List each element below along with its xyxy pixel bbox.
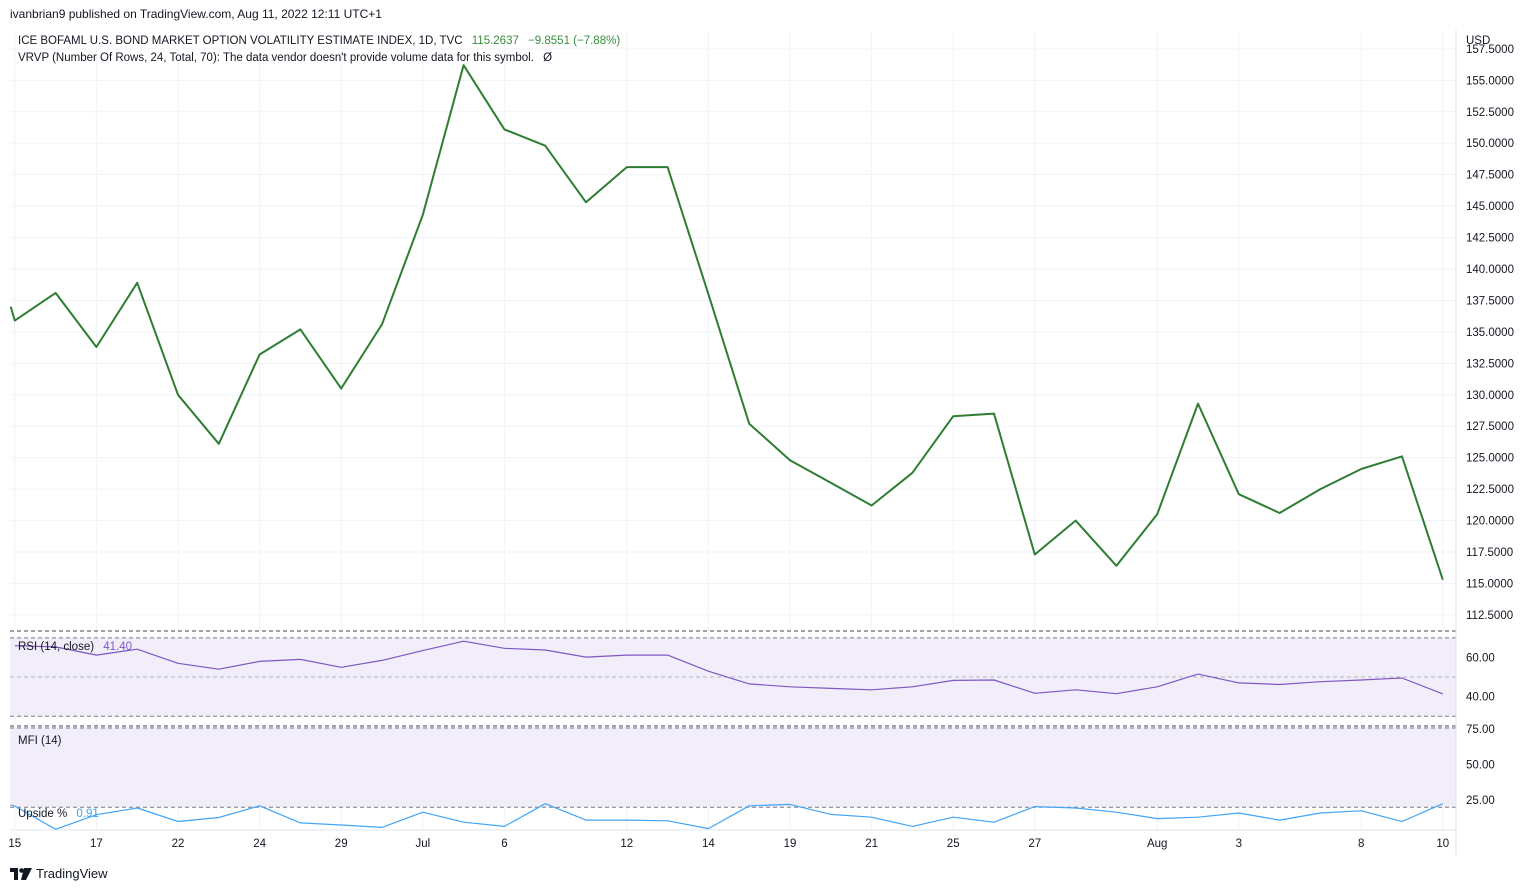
time-tick-label: 3 bbox=[1236, 838, 1242, 850]
time-tick-label: 21 bbox=[865, 838, 878, 850]
mfi-tick-label: 50.00 bbox=[1466, 760, 1495, 772]
rsi-legend: RSI (14, close) 41.40 bbox=[18, 641, 132, 653]
time-tick-label: 10 bbox=[1436, 838, 1449, 850]
mfi-tick-label: 25.00 bbox=[1466, 795, 1495, 807]
price-change: −9.8551 (−7.88%) bbox=[528, 35, 621, 47]
rsi-line bbox=[14, 640, 1444, 695]
price-tick-label: 155.0000 bbox=[1466, 75, 1514, 87]
price-tick-label: 127.5000 bbox=[1466, 421, 1514, 433]
price-tick-label: 140.0000 bbox=[1466, 264, 1514, 276]
time-tick-label: 24 bbox=[253, 838, 266, 850]
time-tick-label: 19 bbox=[784, 838, 797, 850]
time-tick-label: 29 bbox=[335, 838, 348, 850]
published-info: ivanbrian9 published on TradingView.com,… bbox=[10, 7, 382, 21]
time-tick-label: Aug bbox=[1147, 838, 1167, 850]
publisher-header: ivanbrian9 published on TradingView.com,… bbox=[10, 7, 382, 21]
price-tick-label: 150.0000 bbox=[1466, 138, 1514, 150]
main-legend: ICE BOFAML U.S. BOND MARKET OPTION VOLAT… bbox=[18, 35, 620, 47]
price-tick-label: 125.0000 bbox=[1466, 453, 1514, 465]
rsi-value: 41.40 bbox=[103, 641, 133, 653]
price-tick-label: 147.5000 bbox=[1466, 170, 1514, 182]
price-tick-label: 117.5000 bbox=[1466, 547, 1513, 559]
price-tick-label: 112.5000 bbox=[1466, 610, 1513, 622]
price-tick-label: 145.0000 bbox=[1466, 201, 1514, 213]
price-tick-label: 135.0000 bbox=[1466, 327, 1514, 339]
rsi-tick-label: 60.00 bbox=[1466, 652, 1495, 664]
mfi-legend: MFI (14) bbox=[18, 735, 61, 747]
mfi-band bbox=[10, 727, 1456, 808]
upside-legend: Upside % 0.91 bbox=[18, 808, 99, 820]
rsi-tick-label: 40.00 bbox=[1466, 692, 1495, 704]
indicator-panes bbox=[10, 630, 1456, 808]
price-tick-label: 137.5000 bbox=[1466, 295, 1514, 307]
vrvp-label[interactable]: VRVP (Number Of Rows, 24, Total, 70): Th… bbox=[18, 52, 534, 64]
upside-label[interactable]: Upside % bbox=[18, 808, 68, 820]
time-tick-label: 27 bbox=[1028, 838, 1041, 850]
price-line bbox=[9, 64, 1444, 581]
price-tick-label: 157.5000 bbox=[1466, 44, 1514, 56]
brand-name[interactable]: TradingView bbox=[36, 866, 108, 881]
time-tick-label: 22 bbox=[172, 838, 185, 850]
price-tick-label: 142.5000 bbox=[1466, 233, 1514, 245]
time-tick-label: 6 bbox=[501, 838, 507, 850]
last-price: 115.2637 bbox=[471, 35, 519, 47]
price-tick-label: 130.0000 bbox=[1466, 390, 1514, 402]
upside-value: 0.91 bbox=[76, 808, 99, 820]
time-tick-label: 15 bbox=[8, 838, 21, 850]
upside-line bbox=[10, 803, 1444, 830]
no-data-icon: Ø bbox=[543, 52, 553, 64]
chart-series bbox=[9, 64, 1444, 830]
vrvp-legend: VRVP (Number Of Rows, 24, Total, 70): Th… bbox=[18, 52, 552, 64]
rsi-label[interactable]: RSI (14, close) bbox=[18, 641, 95, 653]
time-tick-label: 14 bbox=[702, 838, 715, 850]
symbol-title[interactable]: ICE BOFAML U.S. BOND MARKET OPTION VOLAT… bbox=[18, 35, 463, 47]
price-tick-label: 115.0000 bbox=[1466, 578, 1513, 590]
time-axis[interactable]: 15 17 22 24 29 Jul 6 12 14 19 21 25 27 Aug 3 8 10 bbox=[8, 829, 1456, 850]
mfi-label[interactable]: MFI (14) bbox=[18, 735, 62, 747]
currency-label: USD bbox=[1466, 35, 1490, 47]
price-tick-label: 152.5000 bbox=[1466, 107, 1514, 119]
tradingview-logo-icon bbox=[10, 867, 32, 880]
footer-brand: TradingView bbox=[10, 866, 108, 881]
time-tick-label: 25 bbox=[947, 838, 960, 850]
time-tick-label: 12 bbox=[620, 838, 633, 850]
time-tick-label: Jul bbox=[415, 838, 430, 850]
price-tick-label: 122.5000 bbox=[1466, 484, 1514, 496]
time-tick-label: 8 bbox=[1358, 838, 1364, 850]
mfi-tick-label: 75.00 bbox=[1466, 724, 1495, 736]
time-tick-label: 17 bbox=[90, 838, 103, 850]
price-tick-label: 132.5000 bbox=[1466, 358, 1514, 370]
price-tick-label: 120.0000 bbox=[1466, 516, 1514, 528]
